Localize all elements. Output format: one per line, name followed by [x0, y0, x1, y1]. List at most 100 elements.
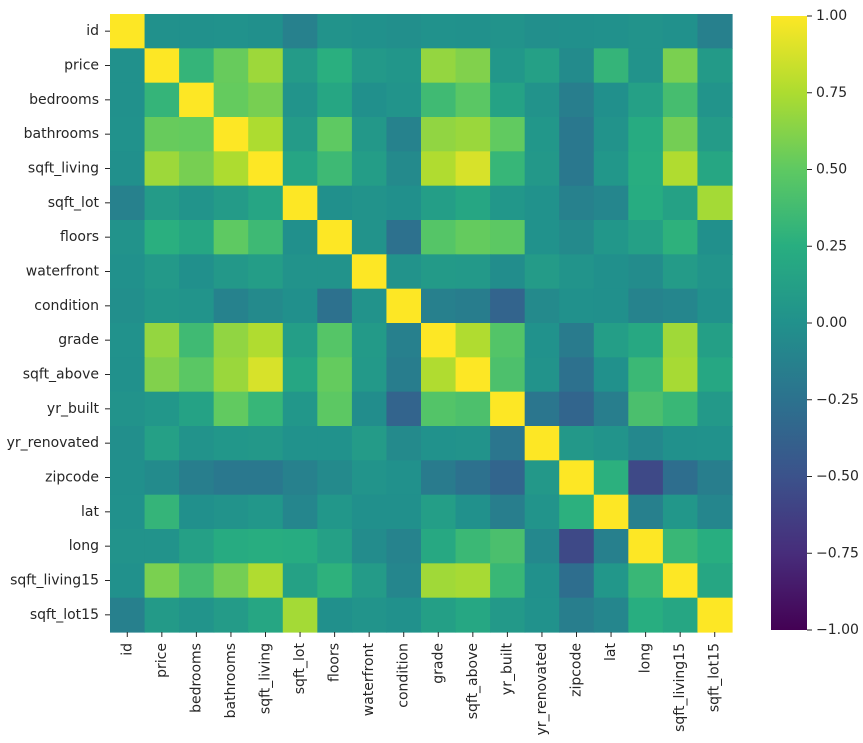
x-tick-label-price: price	[154, 643, 170, 678]
heatmap-cell-yr_renovated-sqft_lot	[282, 426, 318, 461]
heatmap-cell-grade-long	[628, 323, 664, 358]
heatmap-cells	[110, 14, 733, 633]
heatmap-cell-grade-sqft_above	[455, 323, 491, 358]
heatmap-cell-zipcode-sqft_living15	[662, 460, 699, 496]
heatmap-cell-bedrooms-waterfront	[351, 82, 388, 118]
heatmap-cell-sqft_above-bedrooms	[179, 357, 215, 393]
colorbar-tick-label: 0.50	[816, 162, 847, 178]
heatmap-cell-bedrooms-condition	[386, 82, 422, 118]
heatmap-cell-grade-zipcode	[559, 323, 595, 358]
heatmap-cell-floors-sqft_lot15	[697, 220, 733, 255]
heatmap-cell-waterfront-sqft_living15	[662, 254, 699, 290]
heatmap-cell-zipcode-zipcode	[559, 460, 595, 496]
heatmap-cell-lat-sqft_above	[455, 494, 491, 530]
heatmap-cell-zipcode-waterfront	[351, 460, 388, 496]
heatmap-cell-sqft_lot-sqft_living	[248, 185, 284, 221]
heatmap-cell-waterfront-lat	[593, 254, 629, 290]
heatmap-cell-sqft_lot15-sqft_living	[248, 597, 284, 633]
heatmap-cell-yr_renovated-id	[110, 426, 146, 461]
heatmap-cell-sqft_living-floors	[317, 151, 353, 187]
heatmap-cell-sqft_living15-zipcode	[559, 563, 595, 599]
heatmap-cell-lat-yr_built	[490, 494, 526, 530]
heatmap-cell-id-grade	[421, 14, 457, 49]
heatmap-cell-condition-grade	[421, 288, 457, 324]
heatmap-cell-floors-sqft_living15	[662, 220, 699, 255]
heatmap-cell-sqft_living-bathrooms	[213, 151, 249, 187]
heatmap-cell-long-grade	[421, 529, 457, 564]
heatmap-cell-condition-long	[628, 288, 664, 324]
heatmap-cell-sqft_above-long	[628, 357, 664, 393]
heatmap-cell-id-lat	[593, 14, 629, 49]
heatmap-cell-waterfront-sqft_lot15	[697, 254, 733, 290]
heatmap-cell-sqft_above-waterfront	[351, 357, 388, 393]
heatmap-cell-sqft_living-yr_renovated	[524, 151, 560, 187]
colorbar-tick-label: 0.25	[816, 238, 847, 254]
heatmap-cell-id-sqft_living15	[662, 14, 699, 49]
heatmap-cell-sqft_lot15-yr_renovated	[524, 597, 560, 633]
heatmap-cell-yr_built-yr_renovated	[524, 391, 560, 427]
heatmap-cell-price-sqft_living15	[662, 48, 699, 84]
heatmap-cell-bathrooms-zipcode	[559, 117, 595, 152]
heatmap-cell-yr_built-waterfront	[351, 391, 388, 427]
y-tick-label-bedrooms: bedrooms	[29, 92, 99, 108]
heatmap-cell-sqft_lot-id	[110, 185, 146, 221]
heatmap-cell-sqft_living15-price	[144, 563, 180, 599]
heatmap-cell-price-yr_built	[490, 48, 526, 84]
y-tick-label-sqft_living15: sqft_living15	[10, 573, 99, 589]
heatmap-cell-yr_built-bathrooms	[213, 391, 249, 427]
heatmap-cell-yr_renovated-floors	[317, 426, 353, 461]
heatmap-cell-waterfront-long	[628, 254, 664, 290]
heatmap-cell-sqft_lot-sqft_lot	[282, 185, 318, 221]
heatmap-cell-grade-price	[144, 323, 180, 358]
heatmap-cell-id-bathrooms	[213, 14, 249, 49]
heatmap-cell-sqft_living-condition	[386, 151, 422, 187]
colorbar-tick-label: −1.00	[816, 622, 859, 638]
heatmap-cell-condition-zipcode	[559, 288, 595, 324]
heatmap-cell-sqft_lot15-sqft_living15	[662, 597, 699, 633]
heatmap-cell-grade-lat	[593, 323, 629, 358]
heatmap-cell-bathrooms-grade	[421, 117, 457, 152]
heatmap-cell-sqft_lot15-waterfront	[351, 597, 388, 633]
heatmap-cell-grade-sqft_lot15	[697, 323, 733, 358]
heatmap-cell-bedrooms-sqft_living15	[662, 82, 699, 118]
heatmap-cell-sqft_above-lat	[593, 357, 629, 393]
x-tick-labels: id price bedrooms bathrooms sqft_living sqft_…	[119, 632, 723, 735]
heatmap-cell-long-sqft_living	[248, 529, 284, 564]
heatmap-cell-yr_built-zipcode	[559, 391, 595, 427]
heatmap-cell-sqft_lot-grade	[421, 185, 457, 221]
heatmap-cell-yr_built-condition	[386, 391, 422, 427]
heatmap-cell-bathrooms-condition	[386, 117, 422, 152]
heatmap-cell-bathrooms-yr_built	[490, 117, 526, 152]
heatmap-cell-condition-sqft_lot15	[697, 288, 733, 324]
heatmap-cell-grade-id	[110, 323, 146, 358]
heatmap-cell-sqft_lot-bathrooms	[213, 185, 249, 221]
heatmap-cell-lat-lat	[593, 494, 629, 530]
heatmap-cell-sqft_lot-condition	[386, 185, 422, 221]
heatmap-cell-sqft_above-sqft_above	[455, 357, 491, 393]
heatmap-cell-sqft_above-yr_renovated	[524, 357, 560, 393]
heatmap-cell-condition-yr_built	[490, 288, 526, 324]
heatmap-cell-waterfront-price	[144, 254, 180, 290]
heatmap-cell-sqft_lot-yr_built	[490, 185, 526, 221]
heatmap-cell-sqft_lot-bedrooms	[179, 185, 215, 221]
y-tick-label-bathrooms: bathrooms	[24, 126, 99, 142]
heatmap-cell-yr_renovated-sqft_living	[248, 426, 284, 461]
heatmap-cell-yr_built-sqft_above	[455, 391, 491, 427]
heatmap-cell-waterfront-yr_renovated	[524, 254, 560, 290]
heatmap-cell-sqft_living15-sqft_above	[455, 563, 491, 599]
heatmap-cell-bedrooms-bedrooms	[179, 82, 215, 118]
x-tick-label-sqft_living: sqft_living	[258, 643, 274, 714]
heatmap-cell-yr_built-long	[628, 391, 664, 427]
heatmap-cell-yr_built-price	[144, 391, 180, 427]
heatmap-cell-sqft_lot15-bathrooms	[213, 597, 249, 633]
heatmap-cell-id-sqft_lot	[282, 14, 318, 49]
heatmap-cell-zipcode-condition	[386, 460, 422, 496]
heatmap-cell-sqft_living-sqft_living15	[662, 151, 699, 187]
heatmap-cell-zipcode-price	[144, 460, 180, 496]
heatmap-cell-lat-sqft_living15	[662, 494, 699, 530]
heatmap-cell-sqft_living15-long	[628, 563, 664, 599]
heatmap-cell-sqft_living15-sqft_lot	[282, 563, 318, 599]
y-tick-label-yr_built: yr_built	[47, 401, 100, 417]
heatmap-cell-sqft_living-yr_built	[490, 151, 526, 187]
